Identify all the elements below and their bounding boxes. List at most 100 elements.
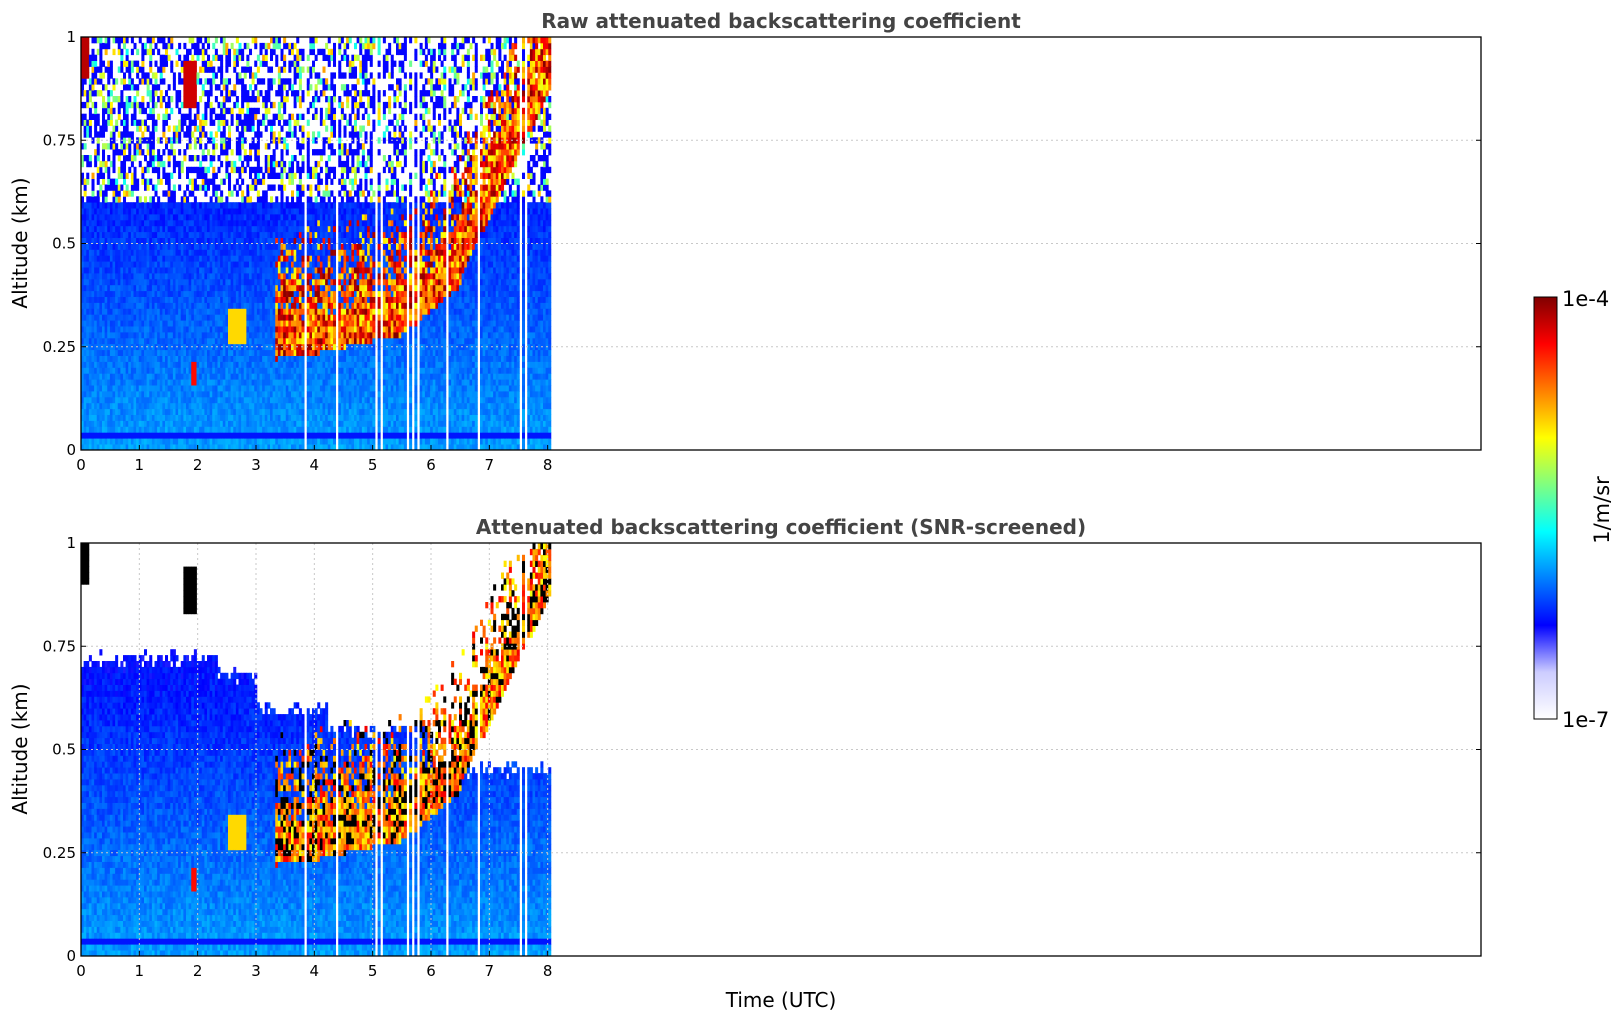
heatmap-cell	[144, 231, 148, 238]
heatmap-cell	[291, 202, 295, 209]
heatmap-cell	[306, 438, 310, 445]
heatmap-cell	[83, 367, 87, 374]
heatmap-cell	[170, 426, 174, 433]
heatmap-cell	[220, 119, 224, 126]
heatmap-cell	[117, 37, 121, 44]
heatmap-cell	[238, 332, 242, 339]
heatmap-cell	[109, 90, 113, 97]
heatmap-cell	[162, 160, 166, 168]
heatmap-cell	[104, 314, 108, 321]
heatmap-cell	[254, 320, 258, 327]
heatmap-cell	[264, 96, 268, 103]
heatmap-cell	[88, 54, 92, 61]
heatmap-cell	[149, 444, 153, 451]
heatmap-cell	[81, 219, 85, 227]
heatmap-cell	[238, 302, 242, 309]
heatmap-cell	[146, 273, 150, 280]
heatmap-cell	[228, 184, 232, 191]
heatmap-cell	[196, 72, 200, 79]
heatmap-cell	[83, 391, 87, 398]
heatmap-cell	[133, 249, 137, 256]
heatmap-cell	[128, 426, 132, 433]
heatmap-cell	[293, 261, 297, 268]
heatmap-cell	[91, 113, 95, 120]
heatmap-cell	[186, 202, 190, 209]
heatmap-cell	[217, 367, 221, 374]
heatmap-cell	[241, 255, 245, 262]
heatmap-cell	[212, 349, 216, 356]
heatmap-cell	[254, 143, 258, 150]
heatmap-cell	[104, 166, 108, 174]
heatmap-cell	[280, 296, 284, 303]
heatmap-cell	[246, 326, 250, 333]
heatmap-cell	[212, 184, 216, 191]
heatmap-cell	[306, 172, 310, 179]
heatmap-cell	[249, 107, 253, 115]
heatmap-cell	[225, 284, 229, 292]
heatmap-cell	[280, 101, 284, 109]
heatmap-cell	[178, 284, 182, 292]
heatmap-cell	[191, 432, 195, 439]
heatmap-cell	[280, 420, 284, 427]
heatmap-cell	[133, 202, 137, 209]
heatmap-cell	[112, 184, 116, 191]
heatmap-cell	[167, 391, 171, 398]
heatmap-cell	[115, 237, 119, 244]
heatmap-cell	[191, 225, 195, 233]
heatmap-cell	[267, 225, 271, 233]
heatmap-cell	[81, 249, 85, 256]
heatmap-cell	[249, 267, 253, 274]
heatmap-cell	[259, 42, 263, 50]
heatmap-cell	[204, 438, 208, 445]
heatmap-cell	[230, 408, 234, 415]
heatmap-cell	[217, 355, 221, 362]
heatmap-cell	[175, 438, 179, 445]
heatmap-cell	[270, 391, 274, 398]
heatmap-cell	[86, 208, 90, 215]
heatmap-cell	[209, 426, 213, 433]
heatmap-cell	[277, 426, 281, 433]
heatmap-cell	[141, 420, 145, 427]
heatmap-cell	[272, 408, 276, 415]
heatmap-cell	[186, 54, 190, 61]
heatmap-cell	[128, 255, 132, 262]
heatmap-cell	[301, 255, 305, 262]
heatmap-cell	[133, 385, 137, 392]
heatmap-cell	[133, 361, 137, 368]
heatmap-cell	[256, 367, 260, 374]
heatmap-cell	[220, 326, 224, 333]
heatmap-cell	[222, 349, 226, 356]
heatmap-cell	[175, 101, 179, 109]
heatmap-cell	[146, 284, 150, 292]
heatmap-cell	[251, 178, 255, 185]
heatmap-cell	[277, 243, 281, 250]
heatmap-cell	[109, 379, 113, 386]
heatmap-cell	[214, 113, 218, 120]
heatmap-cell	[130, 373, 134, 380]
heatmap-cell	[123, 438, 127, 445]
heatmap-cell	[149, 320, 153, 327]
heatmap-cell	[151, 355, 155, 362]
heatmap-cell	[86, 438, 90, 445]
heatmap-cell	[301, 243, 305, 250]
heatmap-cell	[162, 408, 166, 415]
heatmap-cell	[99, 402, 103, 410]
heatmap-cell	[262, 237, 266, 244]
heatmap-cell	[162, 438, 166, 445]
heatmap-cell	[96, 249, 100, 256]
heatmap-cell	[277, 119, 281, 126]
heatmap-cell	[86, 361, 90, 368]
heatmap-cell	[165, 314, 169, 321]
heatmap-cell	[262, 337, 266, 345]
heatmap-cell	[151, 438, 155, 445]
heatmap-cell	[196, 349, 200, 356]
heatmap-cell	[83, 402, 87, 410]
heatmap-cell	[285, 131, 289, 138]
heatmap-cell	[270, 166, 274, 174]
heatmap-cell	[175, 320, 179, 327]
heatmap-cell	[94, 308, 98, 315]
heatmap-cell	[204, 408, 208, 415]
heatmap-cell	[109, 243, 113, 250]
heatmap-cell	[144, 166, 148, 174]
heatmap-cell	[280, 48, 284, 56]
